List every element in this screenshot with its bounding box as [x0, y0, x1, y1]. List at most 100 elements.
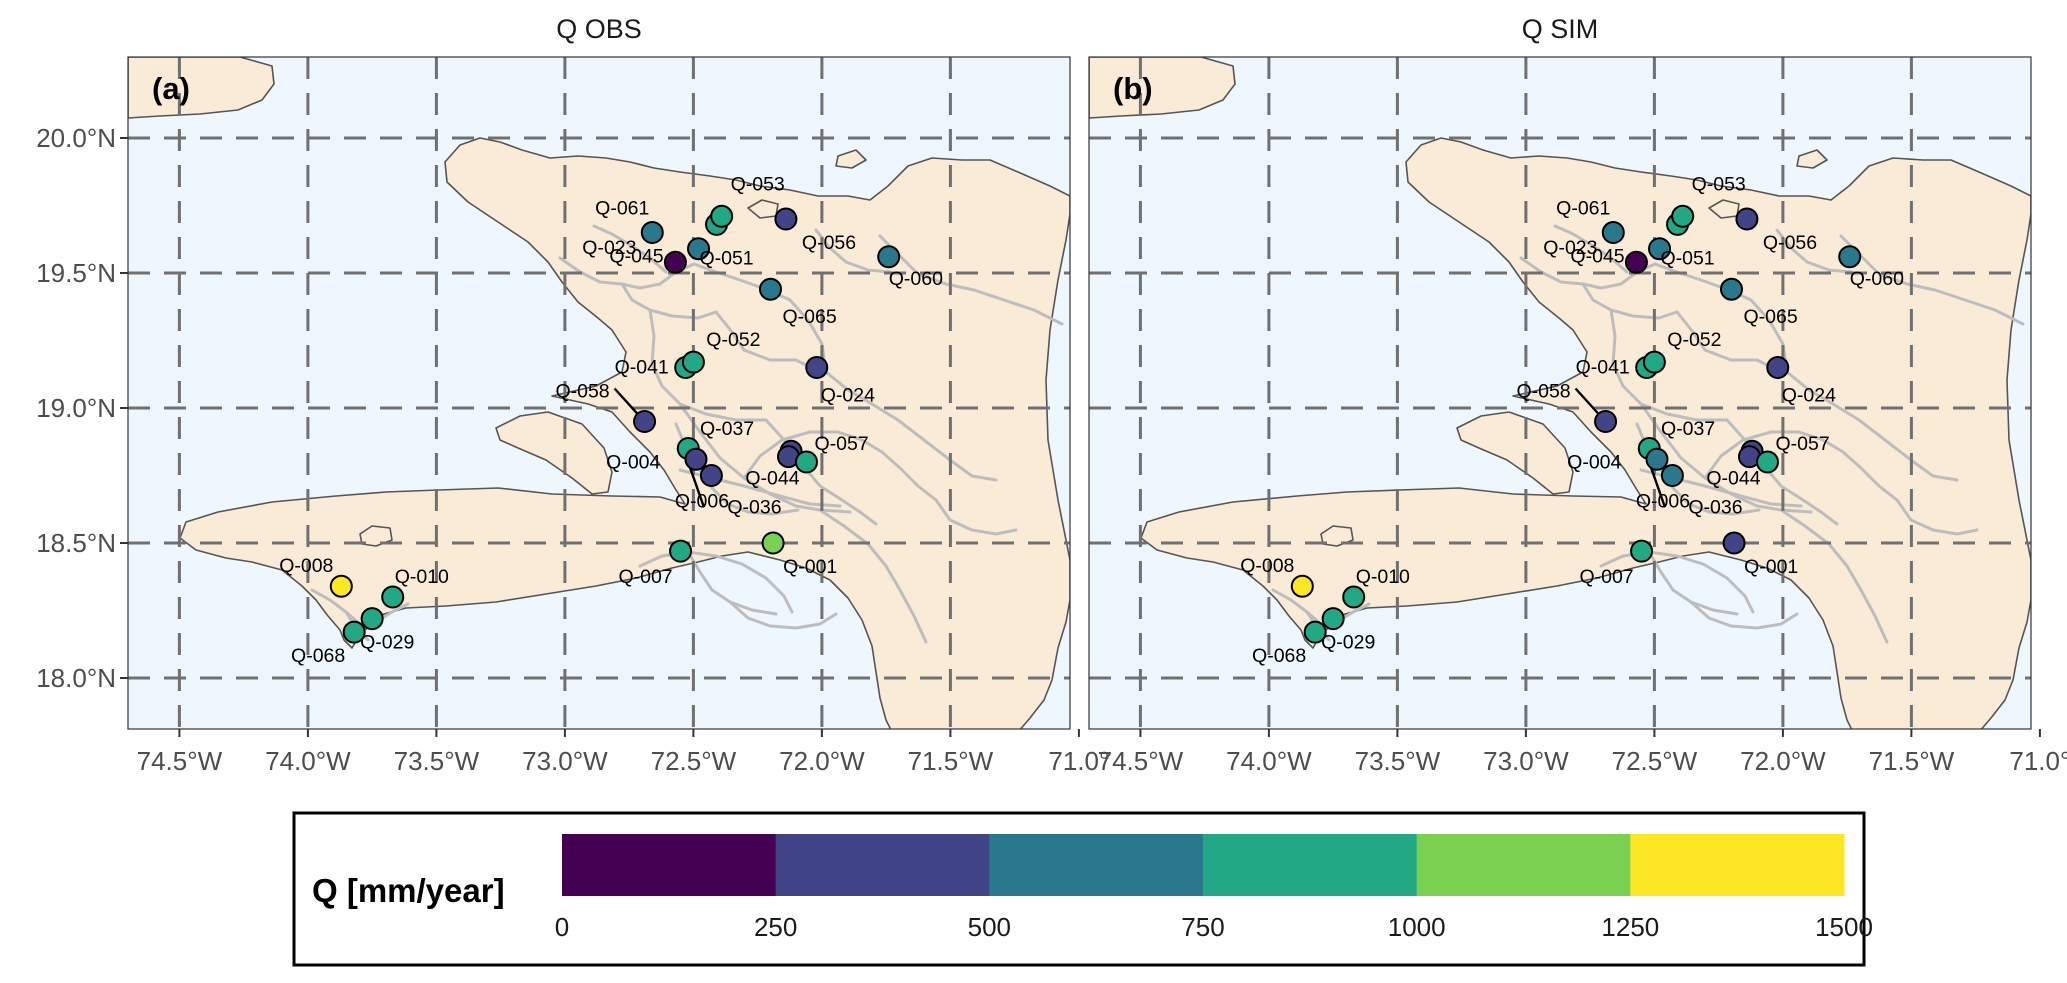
basin-boundary	[1779, 508, 1889, 644]
panel-tag: (a)	[152, 71, 190, 106]
lon-tick-label: 71.5°W	[1869, 746, 1955, 776]
lon-tick-label: 74.0°W	[265, 746, 351, 776]
island-1	[1456, 411, 1574, 495]
island-3	[835, 149, 867, 169]
station-label: Q-001	[1744, 556, 1798, 578]
station-marker	[877, 245, 901, 269]
station-label: Q-056	[802, 232, 856, 254]
island-0	[128, 57, 275, 119]
basin-boundary	[1647, 550, 1739, 616]
basin-boundary	[1609, 308, 1729, 422]
island-4	[1708, 199, 1740, 219]
basin-boundary	[916, 484, 1018, 536]
legend-title: Q [mm/year]	[312, 872, 505, 909]
station-label: Q-068	[291, 645, 345, 667]
basin-boundary	[818, 508, 928, 644]
station-marker	[1671, 204, 1695, 228]
station-label: Q-001	[783, 556, 837, 578]
basin-boundary	[728, 600, 838, 630]
station-label: Q-045	[1570, 245, 1624, 267]
station-marker	[684, 447, 708, 471]
basin-boundary	[638, 550, 794, 614]
island-0	[1089, 57, 1236, 119]
map-area: Q-001 Q-004 Q-006 Q-007 Q-008 Q-010 Q-023 Q-024…	[1089, 57, 2031, 729]
station-marker	[1624, 250, 1648, 274]
station-label: Q-061	[1556, 198, 1610, 220]
station-marker	[1755, 450, 1779, 474]
station-marker	[759, 277, 782, 301]
map-panel-obs: Q OBS Q-001 Q-004 Q-006 Q-007 Q-008 Q-010 Q-023…	[36, 14, 1109, 776]
lon-tick-label: 72.5°W	[651, 746, 737, 776]
legend-swatch	[775, 834, 990, 896]
station-label: Q-036	[727, 497, 781, 519]
lon-tick-label: 73.5°W	[1355, 746, 1441, 776]
lat-tick-label: 19.5°N	[36, 258, 116, 288]
basin-boundary	[1675, 310, 1783, 374]
station-marker	[360, 607, 384, 631]
lon-tick-label: 74.5°W	[137, 746, 223, 776]
lon-tick-label: 71.5°W	[908, 746, 994, 776]
station-marker	[1303, 620, 1327, 644]
legend-break-label: 1000	[1388, 912, 1446, 942]
legend-break-label: 250	[754, 912, 797, 942]
basin-boundary	[1689, 600, 1799, 630]
island-1	[495, 411, 613, 495]
station-label: Q-053	[1692, 173, 1746, 195]
station-label: Q-052	[706, 329, 760, 351]
hispaniola-land	[1140, 137, 2031, 729]
basin-boundary	[1785, 370, 1959, 482]
station-marker	[1648, 237, 1672, 261]
basin-boundary	[878, 234, 1064, 326]
lon-tick-label: 72.0°W	[779, 746, 865, 776]
station-label: Q-004	[606, 452, 660, 474]
station-label: Q-051	[699, 248, 753, 270]
lon-tick-label: 73.5°W	[394, 746, 480, 776]
station-marker	[1838, 245, 1862, 269]
station-label: Q-024	[821, 385, 875, 407]
lon-tick-label: 73.0°W	[1483, 746, 1569, 776]
station-label: Q-044	[1706, 468, 1760, 490]
lon-tick-label: 72.5°W	[1612, 746, 1698, 776]
map-area: Q-001 Q-004 Q-006 Q-007 Q-008 Q-010 Q-023 Q-024…	[128, 57, 1070, 729]
station-label: Q-061	[595, 198, 649, 220]
station-leader-line	[1649, 466, 1667, 508]
station-label: Q-058	[1516, 381, 1570, 403]
station-label: Q-037	[700, 418, 754, 440]
basin-boundary	[678, 402, 852, 514]
basin-boundary	[814, 228, 892, 274]
station-marker	[1735, 207, 1759, 231]
station-label: Q-004	[1567, 452, 1621, 474]
basin-boundary	[1877, 484, 1979, 536]
station-marker	[761, 531, 785, 555]
legend-break-label: 750	[1181, 912, 1224, 942]
station-marker	[1645, 447, 1669, 471]
station-label: Q-007	[618, 566, 672, 588]
station-label: Q-037	[1661, 418, 1715, 440]
station-label: Q-036	[1688, 497, 1742, 519]
station-label: Q-053	[731, 173, 785, 195]
station-marker	[1660, 464, 1684, 487]
station-label: Q-023	[582, 237, 636, 259]
legend-swatch	[562, 834, 777, 896]
lon-tick-label: 72.0°W	[1740, 746, 1826, 776]
station-label: Q-023	[1543, 237, 1597, 259]
station-label: Q-008	[1240, 555, 1294, 577]
legend-swatch	[989, 834, 1204, 896]
panel-title: Q SIM	[1522, 14, 1599, 44]
station-label: Q-006	[675, 490, 729, 512]
lon-tick-label: 71.0°	[1048, 746, 1109, 776]
legend-break-label: 0	[555, 912, 569, 942]
basin-boundary	[1581, 282, 1679, 320]
station-label: Q-010	[1356, 566, 1410, 588]
color-legend: Q [mm/year] 0 250 500 750 1000 1250 1500	[292, 811, 1873, 967]
basin-boundary	[742, 430, 920, 488]
lat-tick-label: 20.0°N	[36, 123, 116, 153]
legend-colorbar	[562, 834, 1845, 896]
station-marker	[687, 237, 711, 261]
legend-swatch	[1630, 834, 1845, 896]
station-marker	[710, 204, 734, 228]
station-marker	[381, 585, 405, 609]
basin-boundary	[648, 308, 768, 422]
basin-boundary	[1703, 430, 1881, 488]
